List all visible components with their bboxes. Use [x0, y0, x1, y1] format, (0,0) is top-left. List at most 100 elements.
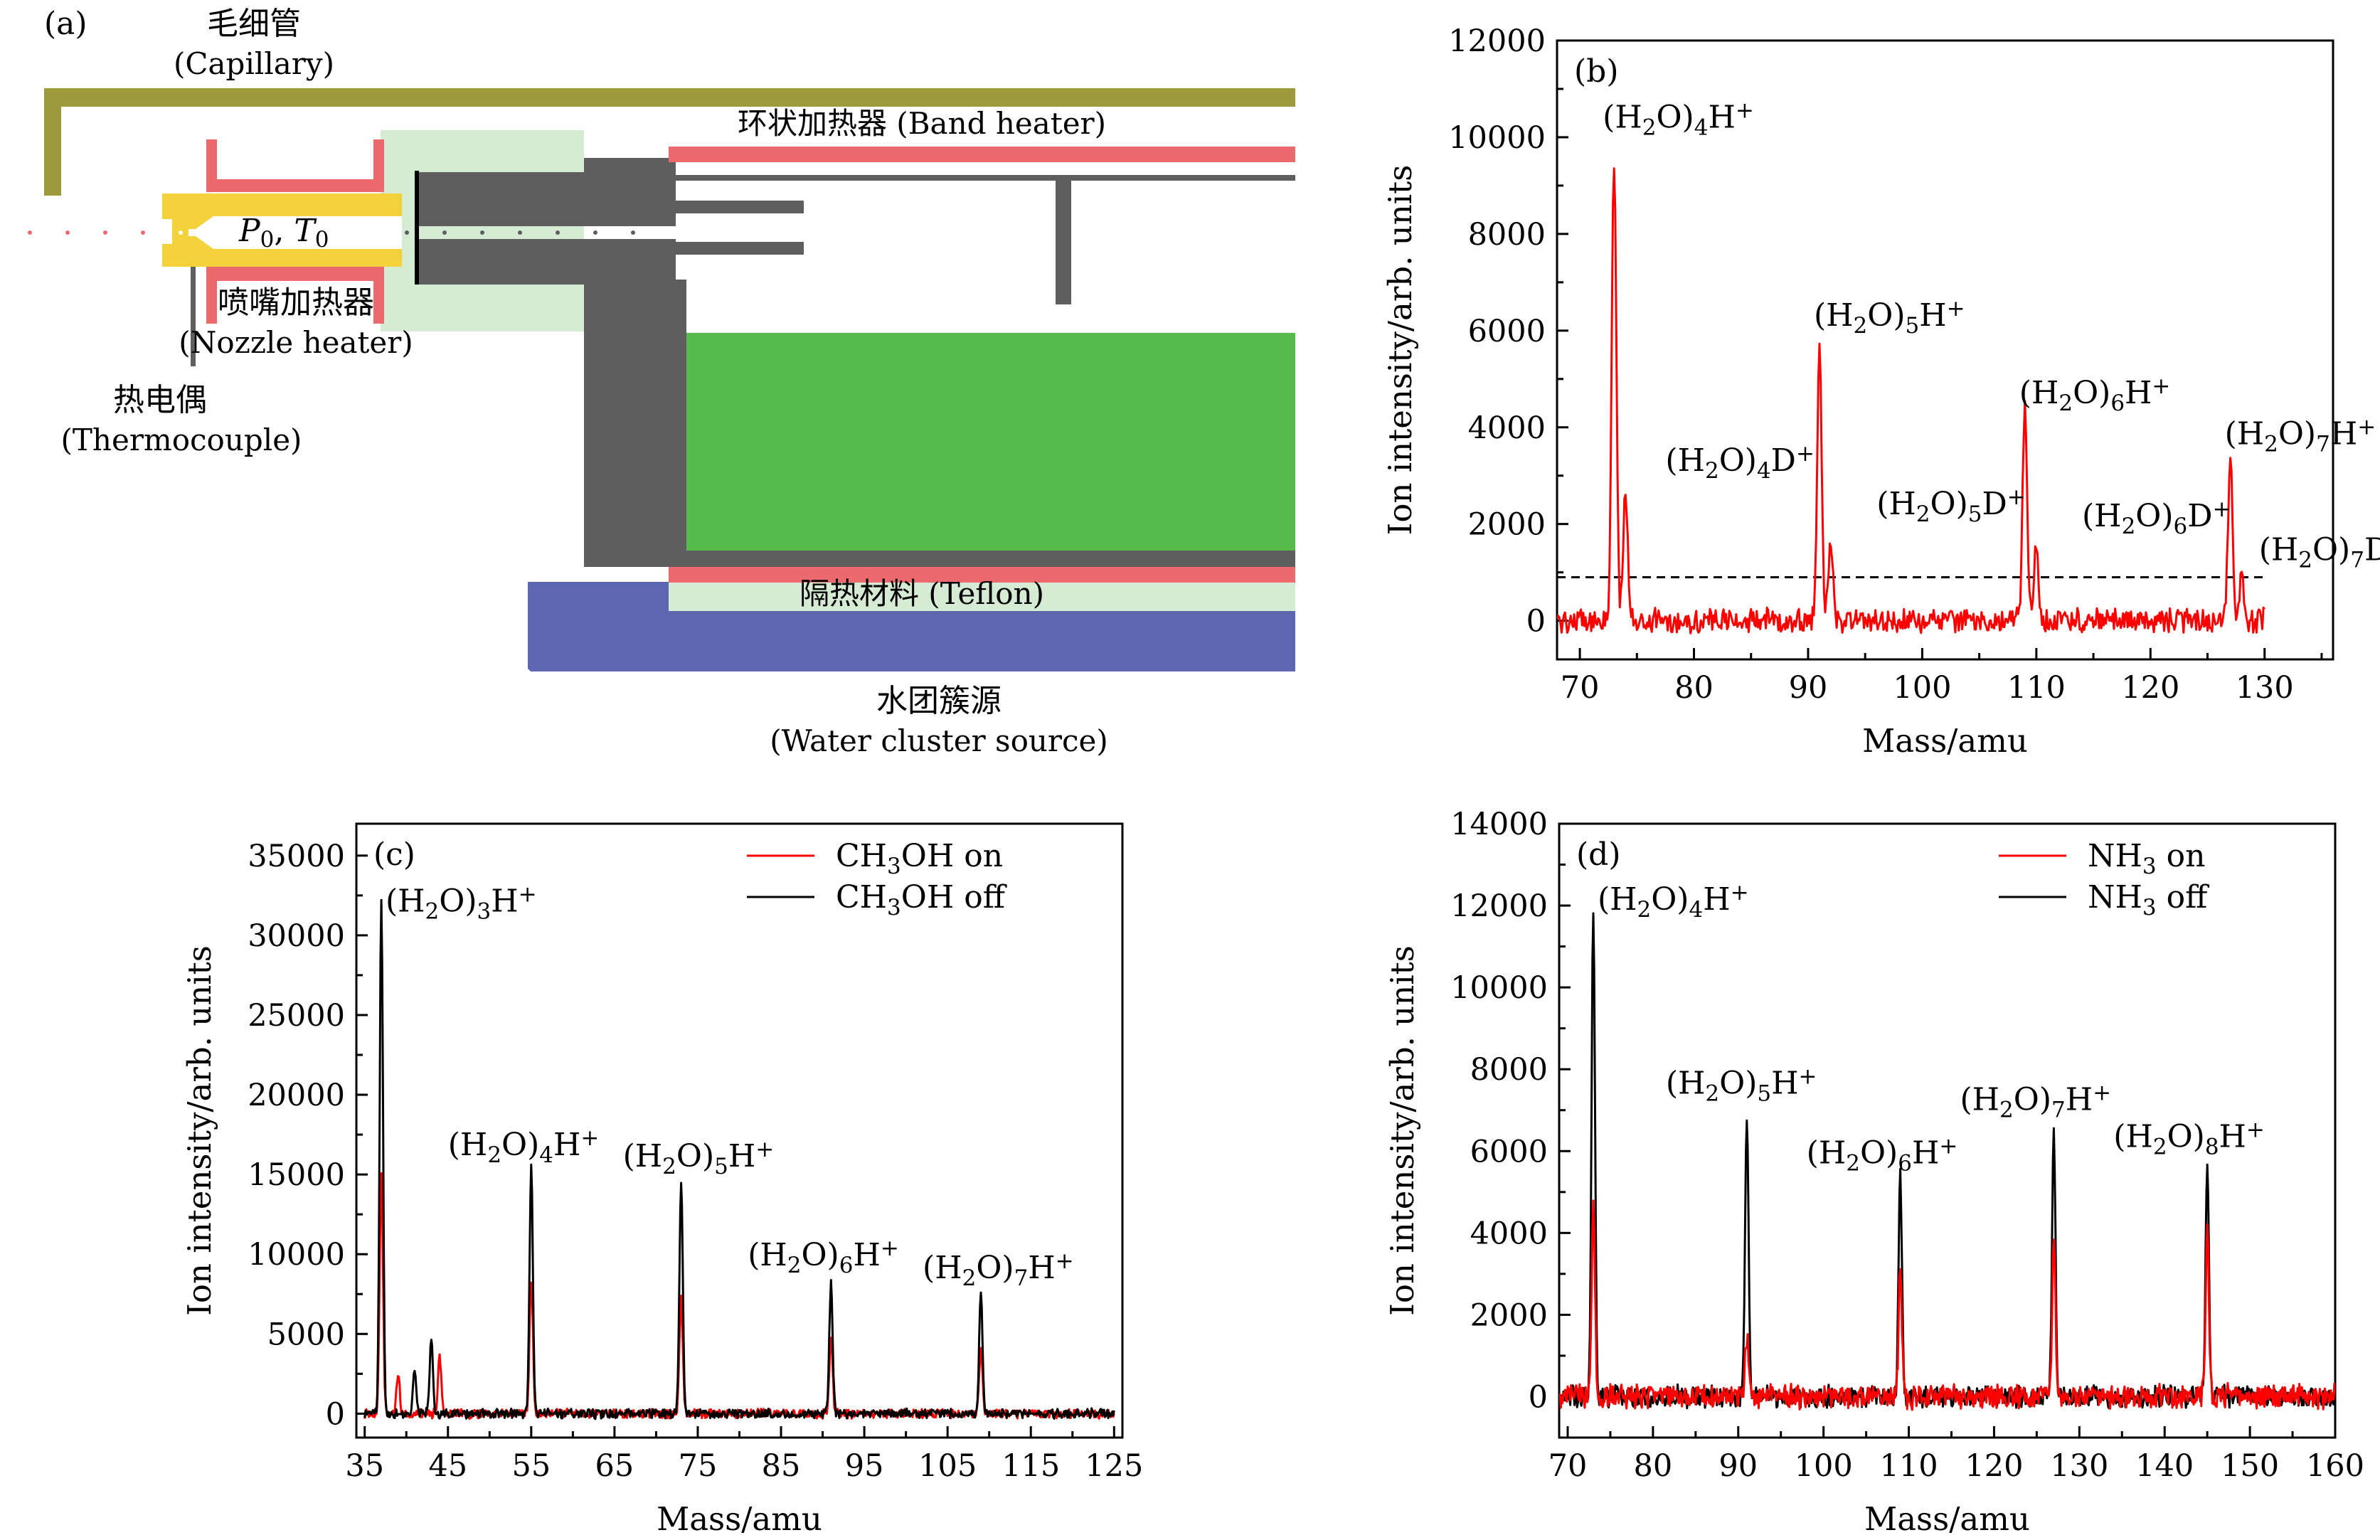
- peak-label: (H2O)4H+: [1603, 97, 1754, 140]
- panel-letter: (c): [373, 837, 415, 873]
- chart-d: 70 80 90 100 110 120 130 140 150 160 0 2000 4000 6000…: [1383, 807, 2364, 1538]
- x-tick-label: 140: [2135, 1448, 2194, 1484]
- x-axis-label: Mass/amu: [1864, 1500, 2030, 1538]
- nozzle-heater-en-label: (Nozzle heater): [179, 325, 413, 360]
- thermocouple-cn-label: 热电偶: [113, 382, 207, 418]
- x-tick-label: 85: [762, 1448, 801, 1484]
- y-tick-label: 4000: [1470, 1216, 1548, 1251]
- thermocouple-en-label: (Thermocouple): [61, 423, 302, 457]
- y-tick-label: 0: [326, 1396, 345, 1432]
- x-axis-label: Mass/amu: [1862, 722, 2028, 760]
- x-tick-label: 80: [1674, 670, 1714, 706]
- thermocouple-wire: [191, 267, 196, 366]
- y-tick-label: 4000: [1468, 410, 1546, 446]
- x-tick-label: 90: [1789, 670, 1828, 706]
- beam-dot: [556, 230, 560, 235]
- peak-label: (H2O)5H+: [1814, 296, 1965, 339]
- peak-label: (H2O)6H+: [2019, 373, 2171, 416]
- y-tick-label: 10000: [1450, 970, 1548, 1006]
- peak-label: (H2O)6H+: [1807, 1134, 1958, 1177]
- legend-label: CH3OH on: [836, 838, 1003, 879]
- base-plate: [528, 582, 1295, 671]
- capillary-tube: [44, 88, 1295, 196]
- beam-dot: [442, 230, 447, 235]
- y-tick-label: 2000: [1468, 507, 1546, 543]
- beam-dot: [28, 230, 32, 235]
- y-tick-label: 0: [1529, 1379, 1548, 1415]
- bottom-heater: [669, 567, 1295, 583]
- chart-b: 70 80 90 100 110 120 130 0 2000 4000 6000 8000 10000…: [1381, 23, 2380, 760]
- p0-t0-label: P0, T0: [238, 213, 329, 253]
- peak-label: (H2O)7H+: [2225, 415, 2376, 457]
- beam-dot: [141, 230, 145, 235]
- y-tick-label: 6000: [1470, 1134, 1548, 1169]
- x-tick-label: 110: [1880, 1448, 1938, 1484]
- y-tick-label: 30000: [248, 918, 345, 954]
- panel-a-diagram: (a) 毛细管 (Capillary) 环状加热器 (Band heater): [28, 6, 1295, 758]
- y-tick-label: 12000: [1448, 23, 1546, 59]
- peak-label: (H2O)4D+: [1665, 441, 1815, 484]
- peak-label: (H2O)7H+: [1960, 1080, 2111, 1123]
- beam-dot: [179, 230, 183, 235]
- peak-label: (H2O)3H+: [386, 881, 537, 924]
- x-tick-label: 55: [511, 1448, 551, 1484]
- y-tick-label: 35000: [248, 839, 345, 874]
- peak-label: (H2O)5H+: [623, 1137, 775, 1179]
- y-tick-label: 15000: [248, 1157, 345, 1193]
- y-axis-label: Ion intensity/arb. units: [181, 945, 218, 1316]
- y-tick-label: 8000: [1470, 1052, 1548, 1088]
- x-tick-label: 150: [2221, 1448, 2279, 1484]
- peak-label: (H2O)6H+: [748, 1236, 899, 1278]
- legend-label: CH3OH off: [836, 879, 1007, 920]
- peak-label: (H2O)8H+: [2113, 1117, 2265, 1160]
- legend-label: NH3 off: [2088, 879, 2209, 920]
- peak-label: (H2O)5H+: [1666, 1064, 1817, 1107]
- beam-dot: [329, 230, 334, 235]
- x-tick-label: 80: [1634, 1448, 1673, 1484]
- x-tick-label: 100: [1795, 1448, 1853, 1484]
- band-heater: [669, 147, 1295, 162]
- source-rod-upper: [676, 201, 804, 213]
- x-tick-label: 130: [2236, 670, 2294, 706]
- beam-dot: [631, 230, 635, 235]
- x-tick-label: 160: [2306, 1448, 2364, 1484]
- panel-letter: (b): [1574, 53, 1619, 90]
- x-tick-label: 120: [1965, 1448, 2023, 1484]
- x-tick-label: 45: [428, 1448, 467, 1484]
- beam-dot: [216, 230, 221, 235]
- source-body-upper: [416, 158, 1295, 226]
- beam-dot: [405, 230, 409, 235]
- x-tick-label: 120: [2121, 670, 2179, 706]
- x-tick-label: 65: [595, 1448, 634, 1484]
- x-tick-label: 110: [2007, 670, 2066, 706]
- plot-frame: [1558, 822, 2337, 1439]
- beam-dot: [254, 230, 258, 235]
- y-tick-label: 5000: [267, 1317, 345, 1352]
- y-tick-label: 12000: [1450, 888, 1548, 924]
- x-tick-label: 95: [845, 1448, 884, 1484]
- nozzle-seal: [415, 171, 419, 285]
- series-line: [1557, 167, 2265, 634]
- y-tick-label: 25000: [248, 998, 345, 1034]
- capillary-en-label: (Capillary): [174, 46, 334, 81]
- beam-dot: [367, 230, 371, 235]
- source-cn-label: 水团簇源: [876, 683, 1002, 719]
- y-tick-label: 8000: [1468, 217, 1546, 253]
- y-tick-label: 14000: [1450, 807, 1548, 842]
- peak-label: (H2O)6D+: [2082, 496, 2231, 539]
- x-tick-label: 75: [679, 1448, 718, 1484]
- y-axis-label: Ion intensity/arb. units: [1381, 165, 1419, 536]
- y-tick-label: 6000: [1468, 314, 1546, 349]
- water-reservoir: [686, 333, 1295, 551]
- series-line: [363, 1172, 1115, 1420]
- y-axis-label: Ion intensity/arb. units: [1383, 945, 1421, 1316]
- nozzle-heater-cn-label: 喷嘴加热器: [218, 285, 374, 321]
- x-tick-label: 35: [345, 1448, 384, 1484]
- peak-label: (H2O)4H+: [1598, 880, 1749, 923]
- peak-label: (H2O)4H+: [448, 1125, 600, 1168]
- x-tick-label: 90: [1718, 1448, 1758, 1484]
- y-tick-label: 20000: [248, 1078, 345, 1113]
- series-line: [1559, 912, 2335, 1410]
- x-tick-label: 130: [2050, 1448, 2108, 1484]
- beam-dot: [292, 230, 296, 235]
